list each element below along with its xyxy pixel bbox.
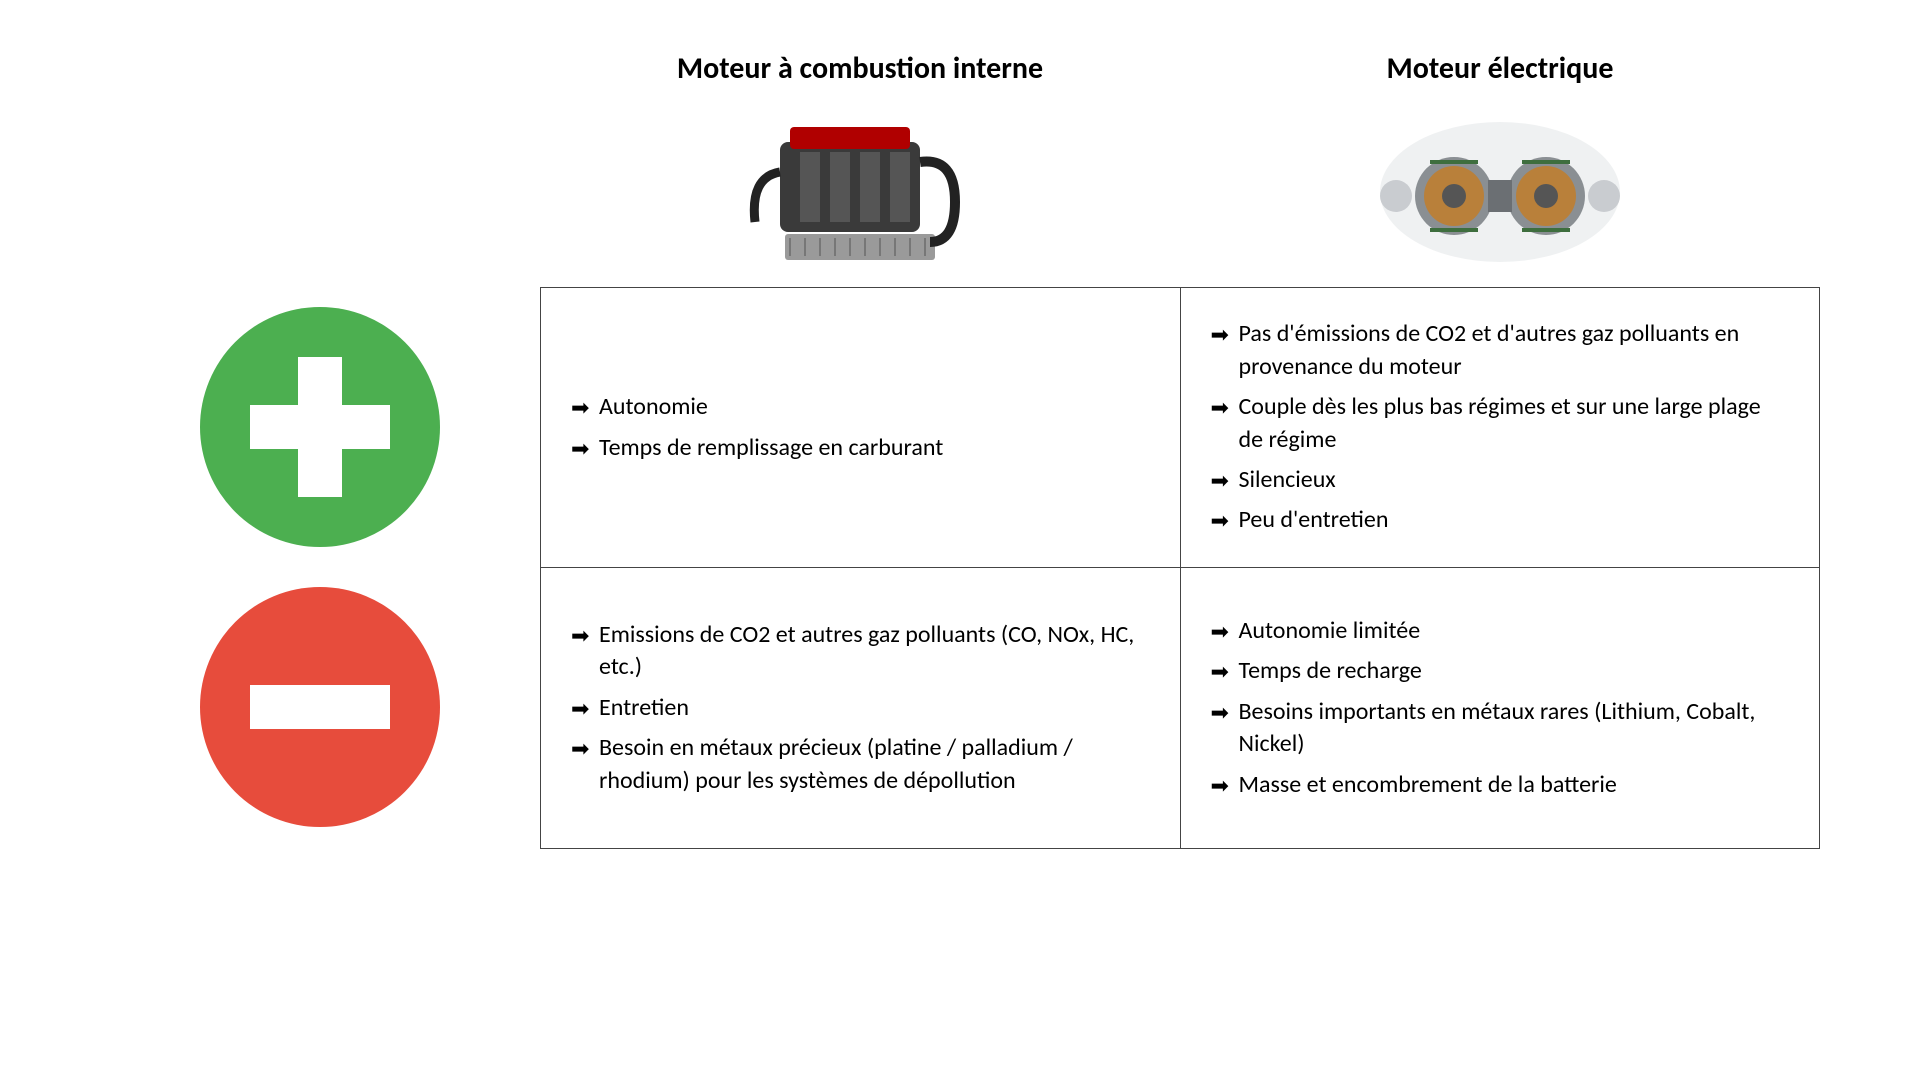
electric-motor-icon: [1370, 102, 1630, 272]
arrow-icon: ➡: [571, 734, 599, 764]
list-item: ➡Masse et encombrement de la batterie: [1211, 769, 1790, 801]
cell-minus-electric: ➡Autonomie limitée ➡Temps de recharge ➡B…: [1181, 568, 1820, 848]
electric-motor-image: [1360, 97, 1640, 277]
arrow-icon: ➡: [571, 393, 599, 423]
bullet-text: Peu d'entretien: [1239, 504, 1790, 536]
bullet-text: Autonomie limitée: [1239, 615, 1790, 647]
list-item: ➡Besoin en métaux précieux (platine / pa…: [571, 732, 1150, 797]
list-item: ➡Autonomie limitée: [1211, 615, 1790, 647]
list-item: ➡Emissions de CO2 et autres gaz polluant…: [571, 619, 1150, 684]
list-item: ➡Temps de remplissage en carburant: [571, 432, 1150, 464]
bullet-text: Pas d'émissions de CO2 et d'autres gaz p…: [1239, 318, 1790, 383]
list-item: ➡Temps de recharge: [1211, 655, 1790, 687]
arrow-icon: ➡: [1211, 506, 1239, 536]
header-title-electric: Moteur électrique: [1180, 50, 1820, 87]
bullet-text: Masse et encombrement de la batterie: [1239, 769, 1790, 801]
cell-minus-combustion: ➡Emissions de CO2 et autres gaz polluant…: [541, 568, 1181, 848]
arrow-icon: ➡: [571, 621, 599, 651]
plus-icon-cell: [100, 287, 540, 567]
comparison-slide: Moteur à combustion interne: [100, 50, 1820, 849]
arrow-icon: ➡: [1211, 393, 1239, 423]
bullet-text: Autonomie: [599, 391, 1150, 423]
cell-plus-combustion: ➡Autonomie ➡Temps de remplissage en carb…: [541, 288, 1181, 567]
row-disadvantages: ➡Emissions de CO2 et autres gaz polluant…: [541, 568, 1819, 848]
comparison-table: ➡Autonomie ➡Temps de remplissage en carb…: [540, 287, 1820, 849]
minus-icon: [200, 587, 440, 827]
bullet-text: Besoin en métaux précieux (platine / pal…: [599, 732, 1150, 797]
minus-icon-cell: [100, 567, 540, 847]
list-item: ➡Silencieux: [1211, 464, 1790, 496]
bullet-text: Entretien: [599, 692, 1150, 724]
row-icon-column: [100, 287, 540, 849]
arrow-icon: ➡: [1211, 771, 1239, 801]
arrow-icon: ➡: [571, 694, 599, 724]
arrow-icon: ➡: [1211, 698, 1239, 728]
arrow-icon: ➡: [1211, 466, 1239, 496]
bullet-text: Emissions de CO2 et autres gaz polluants…: [599, 619, 1150, 684]
header-col-combustion: Moteur à combustion interne: [540, 50, 1180, 277]
plus-icon: [200, 307, 440, 547]
bullet-text: Silencieux: [1239, 464, 1790, 496]
column-headers: Moteur à combustion interne: [540, 50, 1820, 277]
bullet-text: Couple dès les plus bas régimes et sur u…: [1239, 391, 1790, 456]
bullet-text: Temps de remplissage en carburant: [599, 432, 1150, 464]
arrow-icon: ➡: [571, 434, 599, 464]
list-item: ➡Couple dès les plus bas régimes et sur …: [1211, 391, 1790, 456]
list-item: ➡Autonomie: [571, 391, 1150, 423]
header-col-electric: Moteur électrique: [1180, 50, 1820, 277]
combustion-engine-image: [720, 97, 1000, 277]
arrow-icon: ➡: [1211, 657, 1239, 687]
bullet-text: Temps de recharge: [1239, 655, 1790, 687]
list-item: ➡Besoins importants en métaux rares (Lit…: [1211, 696, 1790, 761]
arrow-icon: ➡: [1211, 617, 1239, 647]
list-item: ➡Peu d'entretien: [1211, 504, 1790, 536]
combustion-engine-icon: [730, 102, 990, 272]
row-advantages: ➡Autonomie ➡Temps de remplissage en carb…: [541, 288, 1819, 568]
arrow-icon: ➡: [1211, 320, 1239, 350]
bullet-text: Besoins importants en métaux rares (Lith…: [1239, 696, 1790, 761]
comparison-grid: ➡Autonomie ➡Temps de remplissage en carb…: [100, 287, 1820, 849]
list-item: ➡Entretien: [571, 692, 1150, 724]
list-item: ➡Pas d'émissions de CO2 et d'autres gaz …: [1211, 318, 1790, 383]
header-title-combustion: Moteur à combustion interne: [540, 50, 1180, 87]
cell-plus-electric: ➡Pas d'émissions de CO2 et d'autres gaz …: [1181, 288, 1820, 567]
